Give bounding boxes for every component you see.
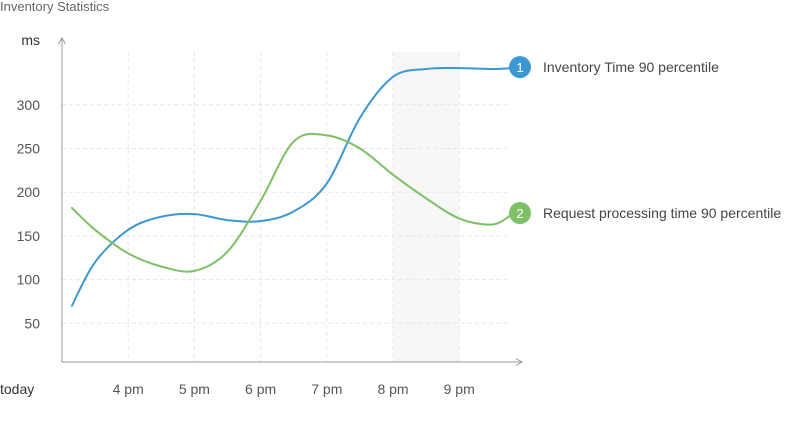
legend-label-2: Request processing time 90 percentile: [543, 205, 781, 221]
y-tick-label: 200: [17, 184, 41, 200]
highlight-band-layer: [393, 52, 459, 362]
x-tick-label: 6 pm: [245, 381, 276, 397]
x-tick-label: 4 pm: [113, 381, 144, 397]
legend-label-1: Inventory Time 90 percentile: [543, 59, 719, 75]
legend: 1 Inventory Time 90 percentile 2 Request pr…: [509, 56, 781, 224]
y-tick-label: 300: [17, 97, 41, 113]
legend-badge-number: 1: [516, 60, 523, 75]
x-origin-label: today: [0, 381, 34, 397]
y-axis-label: ms: [21, 32, 40, 48]
x-tick-label: 8 pm: [377, 381, 408, 397]
highlight-band: [393, 52, 459, 362]
y-tick-label: 50: [24, 315, 40, 331]
y-tick-label: 100: [17, 272, 41, 288]
x-tick-label: 7 pm: [311, 381, 342, 397]
y-tick-label: 150: [17, 228, 41, 244]
x-tick-label: 5 pm: [179, 381, 210, 397]
legend-badge-number: 2: [516, 206, 523, 221]
x-tick-label: 9 pm: [444, 381, 475, 397]
y-tick-label: 250: [17, 141, 41, 157]
